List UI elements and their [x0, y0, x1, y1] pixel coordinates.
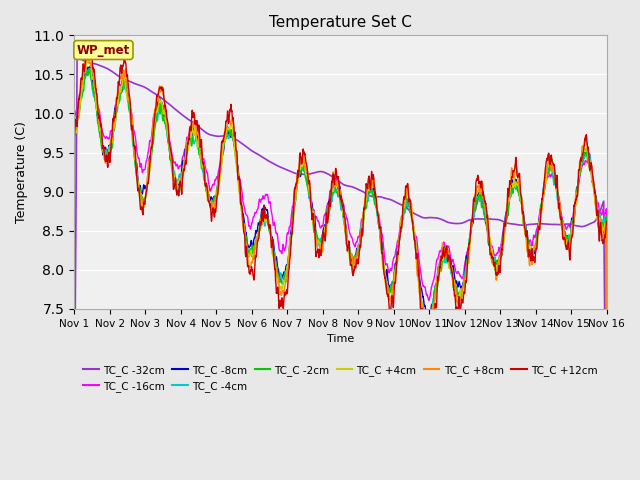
TC_C -2cm — [356, 245, 364, 251]
TC_C +4cm — [70, 378, 78, 384]
TC_C -8cm — [219, 150, 227, 156]
TC_C -8cm — [356, 238, 364, 243]
TC_C +4cm — [556, 210, 564, 216]
TC_C -32cm — [556, 222, 564, 228]
TC_C -8cm — [86, 63, 94, 69]
TC_C -4cm — [495, 259, 503, 264]
Line: TC_C -16cm: TC_C -16cm — [74, 67, 607, 480]
TC_C -2cm — [556, 207, 564, 213]
TC_C -2cm — [367, 186, 375, 192]
TC_C +4cm — [571, 210, 579, 216]
TC_C -4cm — [571, 210, 579, 216]
TC_C +4cm — [367, 182, 375, 188]
Line: TC_C -4cm: TC_C -4cm — [74, 68, 607, 443]
TC_C -2cm — [495, 259, 503, 264]
TC_C -2cm — [603, 440, 611, 445]
TC_C -32cm — [571, 223, 579, 228]
TC_C -2cm — [219, 149, 227, 155]
TC_C -4cm — [219, 147, 227, 153]
TC_C -4cm — [85, 65, 93, 71]
TC_C +8cm — [571, 206, 579, 212]
TC_C -8cm — [603, 440, 611, 445]
X-axis label: Time: Time — [327, 334, 354, 344]
Y-axis label: Temperature (C): Temperature (C) — [15, 121, 28, 223]
TC_C -2cm — [70, 385, 78, 391]
TC_C +8cm — [556, 199, 564, 205]
TC_C -16cm — [367, 186, 375, 192]
TC_C +12cm — [219, 139, 227, 144]
TC_C -16cm — [556, 199, 564, 205]
TC_C -16cm — [495, 245, 503, 251]
TC_C -4cm — [356, 243, 364, 249]
TC_C +12cm — [571, 203, 579, 209]
TC_C -16cm — [603, 377, 611, 383]
TC_C -32cm — [367, 193, 375, 199]
TC_C +12cm — [367, 173, 375, 179]
Line: TC_C +4cm: TC_C +4cm — [74, 58, 607, 448]
Line: TC_C -32cm: TC_C -32cm — [74, 57, 607, 480]
TC_C -4cm — [367, 189, 375, 194]
TC_C -8cm — [556, 208, 564, 214]
TC_C +8cm — [356, 240, 364, 246]
TC_C -32cm — [495, 217, 503, 223]
Line: TC_C -2cm: TC_C -2cm — [74, 69, 607, 443]
TC_C +8cm — [219, 136, 227, 142]
TC_C +8cm — [495, 255, 503, 261]
TC_C -8cm — [70, 384, 78, 390]
TC_C -16cm — [83, 64, 91, 70]
TC_C +4cm — [219, 146, 227, 152]
TC_C -4cm — [70, 388, 78, 394]
TC_C +8cm — [84, 49, 92, 55]
TC_C +8cm — [603, 447, 611, 453]
TC_C -16cm — [571, 204, 579, 209]
Line: TC_C -8cm: TC_C -8cm — [74, 66, 607, 443]
TC_C +12cm — [603, 219, 611, 225]
TC_C +4cm — [84, 55, 92, 61]
TC_C +12cm — [356, 247, 364, 252]
TC_C +8cm — [70, 382, 78, 387]
TC_C -8cm — [571, 211, 579, 216]
TC_C -32cm — [219, 133, 227, 139]
TC_C -8cm — [367, 183, 375, 189]
TC_C +4cm — [495, 264, 503, 269]
TC_C +12cm — [556, 207, 564, 213]
Text: WP_met: WP_met — [77, 44, 130, 57]
TC_C -32cm — [70, 456, 78, 461]
Line: TC_C +12cm: TC_C +12cm — [74, 44, 607, 480]
TC_C -4cm — [556, 210, 564, 216]
TC_C +12cm — [85, 41, 93, 47]
TC_C +4cm — [356, 243, 364, 249]
TC_C -8cm — [495, 257, 503, 263]
Title: Temperature Set C: Temperature Set C — [269, 15, 412, 30]
TC_C +8cm — [367, 183, 375, 189]
Line: TC_C +8cm: TC_C +8cm — [74, 52, 607, 450]
TC_C -16cm — [219, 144, 227, 150]
TC_C +4cm — [603, 445, 611, 451]
TC_C +12cm — [495, 264, 503, 269]
TC_C -4cm — [603, 440, 611, 446]
Legend: TC_C -32cm, TC_C -16cm, TC_C -8cm, TC_C -4cm, TC_C -2cm, TC_C +4cm, TC_C +8cm, T: TC_C -32cm, TC_C -16cm, TC_C -8cm, TC_C … — [79, 360, 602, 396]
TC_C -32cm — [356, 187, 364, 193]
TC_C -2cm — [571, 213, 579, 218]
TC_C -32cm — [73, 54, 81, 60]
TC_C -16cm — [356, 231, 364, 237]
TC_C -2cm — [86, 66, 93, 72]
